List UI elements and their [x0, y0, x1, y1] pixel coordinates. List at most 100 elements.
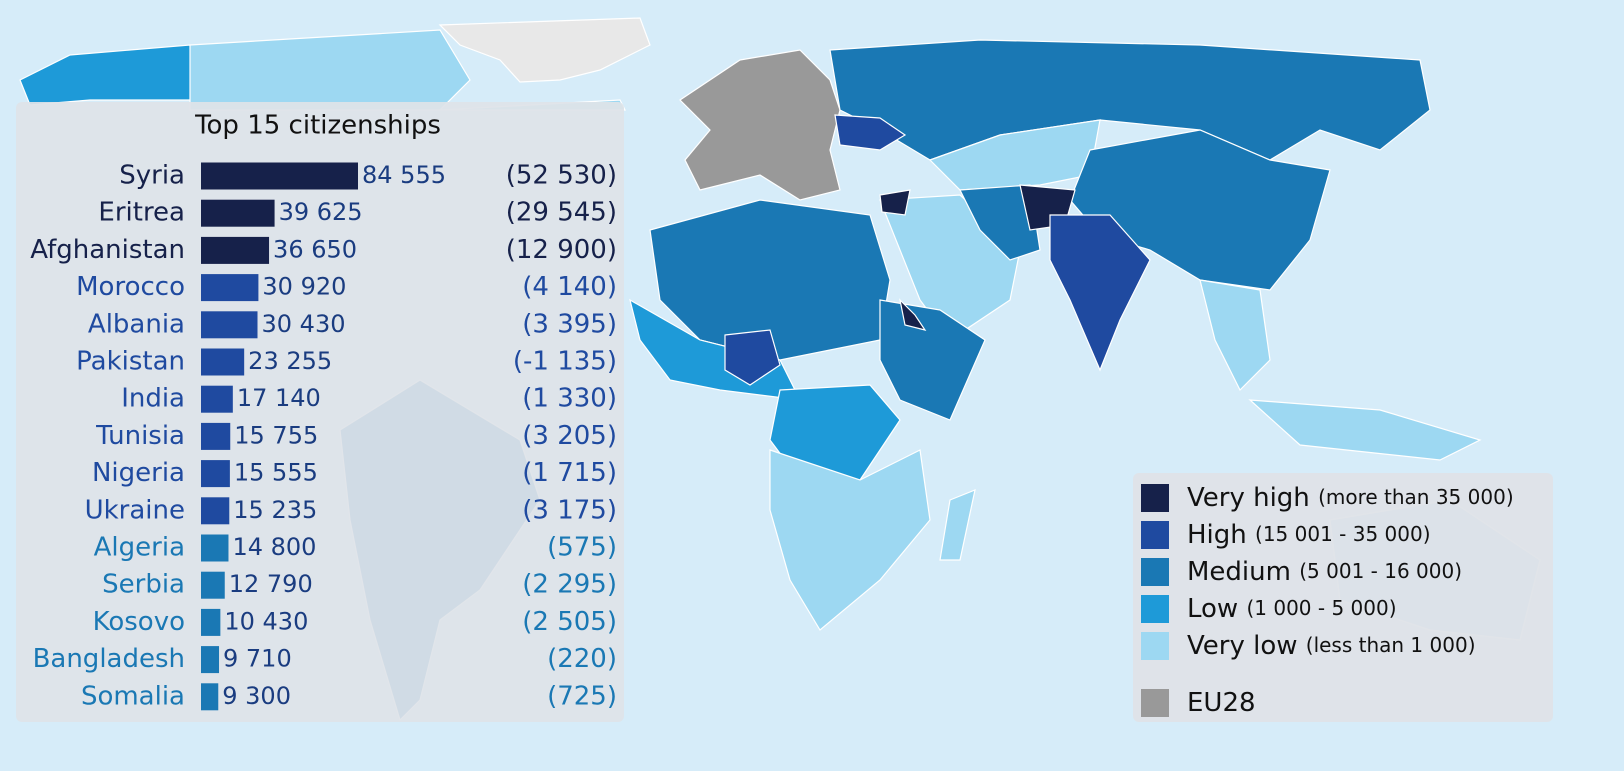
nigeria [724, 329, 781, 386]
change-label: (1 330) [522, 384, 617, 414]
category-label: Pakistan [76, 347, 185, 377]
europe [679, 49, 841, 201]
bar [201, 162, 358, 190]
legend-name: Very low [1187, 631, 1298, 661]
change-label: (2 505) [522, 607, 617, 637]
category-label: Bangladesh [33, 644, 185, 674]
alaska [19, 44, 196, 106]
value-label: 39 625 [279, 198, 363, 226]
legend-range: (5 001 - 16 000) [1299, 559, 1462, 583]
change-label: (2 295) [522, 570, 617, 600]
bar [201, 534, 229, 562]
bar [201, 385, 233, 413]
southeast-asia [1199, 279, 1271, 392]
value-label: 36 650 [273, 235, 357, 263]
change-label: (1 715) [522, 458, 617, 488]
change-label: (12 900) [506, 235, 617, 265]
indonesia [1248, 399, 1482, 461]
legend-name: Low [1187, 594, 1238, 624]
category-label: Serbia [102, 570, 185, 600]
change-label: (3 395) [522, 309, 617, 339]
change-label: (29 545) [506, 198, 617, 228]
category-label: Albania [88, 309, 185, 339]
legend-swatch [1141, 632, 1169, 660]
legend-range: (less than 1 000) [1306, 633, 1476, 657]
russia [829, 39, 1431, 161]
category-label: Tunisia [95, 421, 185, 451]
value-label: 30 430 [262, 310, 346, 338]
value-label: 14 800 [232, 533, 316, 561]
category-label: Morocco [76, 272, 185, 302]
legend-label: Very high (more than 35 000) [1187, 483, 1514, 513]
value-label: 23 255 [248, 347, 332, 375]
value-label: 30 920 [262, 273, 346, 301]
legend-swatch [1141, 595, 1169, 623]
legend-name: Medium [1187, 557, 1291, 587]
bar-panel [16, 102, 624, 722]
legend-swatch [1141, 521, 1169, 549]
legend-range: (1 000 - 5 000) [1246, 596, 1396, 620]
value-label: 9 300 [222, 682, 291, 710]
change-label: (220) [547, 644, 617, 674]
ukraine [834, 114, 907, 151]
bar [201, 348, 245, 376]
category-label: Syria [119, 161, 185, 191]
category-label: Somalia [81, 681, 185, 711]
category-label: Nigeria [92, 458, 185, 488]
legend-label: High (15 001 - 35 000) [1187, 520, 1431, 550]
chart-title: Top 15 citizenships [194, 111, 441, 141]
bar [201, 608, 221, 636]
bar [201, 199, 275, 227]
value-label: 12 790 [229, 570, 313, 598]
change-label: (52 530) [506, 161, 617, 191]
legend-label: Low (1 000 - 5 000) [1187, 594, 1397, 624]
legend-name: EU28 [1187, 688, 1256, 718]
southern-africa [769, 449, 931, 631]
legend-label: Medium (5 001 - 16 000) [1187, 557, 1462, 587]
category-label: Ukraine [85, 495, 185, 525]
legend-name: High [1187, 520, 1247, 550]
bar [201, 311, 258, 339]
legend-label: Very low (less than 1 000) [1187, 631, 1476, 661]
category-label: Afghanistan [30, 235, 185, 265]
legend-swatch [1141, 484, 1169, 512]
value-label: 84 555 [362, 161, 446, 189]
legend-swatch [1141, 558, 1169, 586]
value-label: 15 555 [234, 459, 318, 487]
bar [201, 236, 270, 264]
bar [201, 274, 259, 302]
value-label: 17 140 [237, 384, 321, 412]
category-label: Algeria [94, 533, 185, 563]
legend-label: EU28 [1187, 688, 1256, 718]
category-label: Eritrea [98, 198, 185, 228]
india-pakistan [1049, 214, 1151, 372]
bar [201, 497, 230, 525]
category-label: Kosovo [93, 607, 185, 637]
bar [201, 571, 225, 599]
change-label: (575) [547, 533, 617, 563]
eritrea [899, 298, 927, 331]
bar [201, 646, 220, 674]
legend-panel [1133, 473, 1553, 722]
legend-name: Very high [1187, 483, 1310, 513]
value-label: 9 710 [223, 645, 292, 673]
legend-swatch [1141, 689, 1169, 717]
value-label: 10 430 [224, 607, 308, 635]
bar [201, 460, 230, 488]
east-africa [879, 299, 986, 421]
greenland [438, 17, 651, 83]
change-label: (-1 135) [513, 347, 617, 377]
change-label: (3 175) [522, 495, 617, 525]
category-label: India [121, 384, 185, 414]
legend-range: (more than 35 000) [1318, 485, 1514, 509]
syria [879, 189, 911, 216]
change-label: (4 140) [522, 272, 617, 302]
legend-range: (15 001 - 35 000) [1255, 522, 1431, 546]
change-label: (725) [547, 681, 617, 711]
iran [959, 184, 1041, 261]
change-label: (3 205) [522, 421, 617, 451]
madagascar [939, 489, 976, 561]
value-label: 15 755 [234, 421, 318, 449]
